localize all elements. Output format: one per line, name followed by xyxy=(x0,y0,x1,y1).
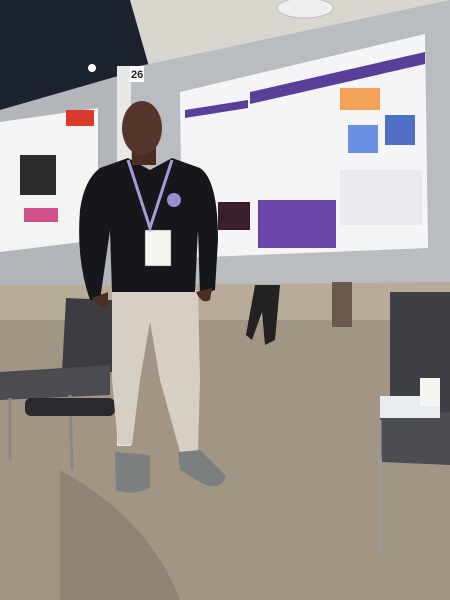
poster-image xyxy=(20,155,56,195)
chair-seat xyxy=(380,412,450,465)
board-number-plate xyxy=(130,66,144,82)
person-background xyxy=(332,282,352,327)
poster-logo xyxy=(66,110,94,126)
chair-back xyxy=(62,298,115,372)
pants xyxy=(112,290,200,452)
shadow xyxy=(60,470,180,600)
poster-heatmap xyxy=(385,115,415,145)
poster-figure xyxy=(340,88,380,110)
ceiling-vent xyxy=(276,0,334,19)
ceiling-dark xyxy=(0,0,150,110)
poster-section-bar xyxy=(185,100,248,118)
light xyxy=(88,64,96,72)
milk-carton xyxy=(420,378,440,406)
poster-heatmap xyxy=(24,208,58,222)
badge xyxy=(144,229,172,267)
head xyxy=(122,101,162,155)
poster-heatmap xyxy=(348,125,378,153)
board-number: 26 xyxy=(131,69,143,81)
hand xyxy=(92,292,108,307)
chair-seat xyxy=(0,365,110,400)
hand xyxy=(196,288,212,302)
poster-chart xyxy=(340,170,422,225)
shoe xyxy=(115,452,150,493)
poster-conclusion xyxy=(258,200,336,248)
lanyard xyxy=(126,159,174,233)
shoe xyxy=(178,450,226,487)
person-background xyxy=(246,285,280,345)
shirt xyxy=(79,158,218,300)
pin xyxy=(167,193,181,207)
bag xyxy=(25,398,115,416)
poster-header xyxy=(250,52,425,104)
poster-image xyxy=(218,202,250,230)
